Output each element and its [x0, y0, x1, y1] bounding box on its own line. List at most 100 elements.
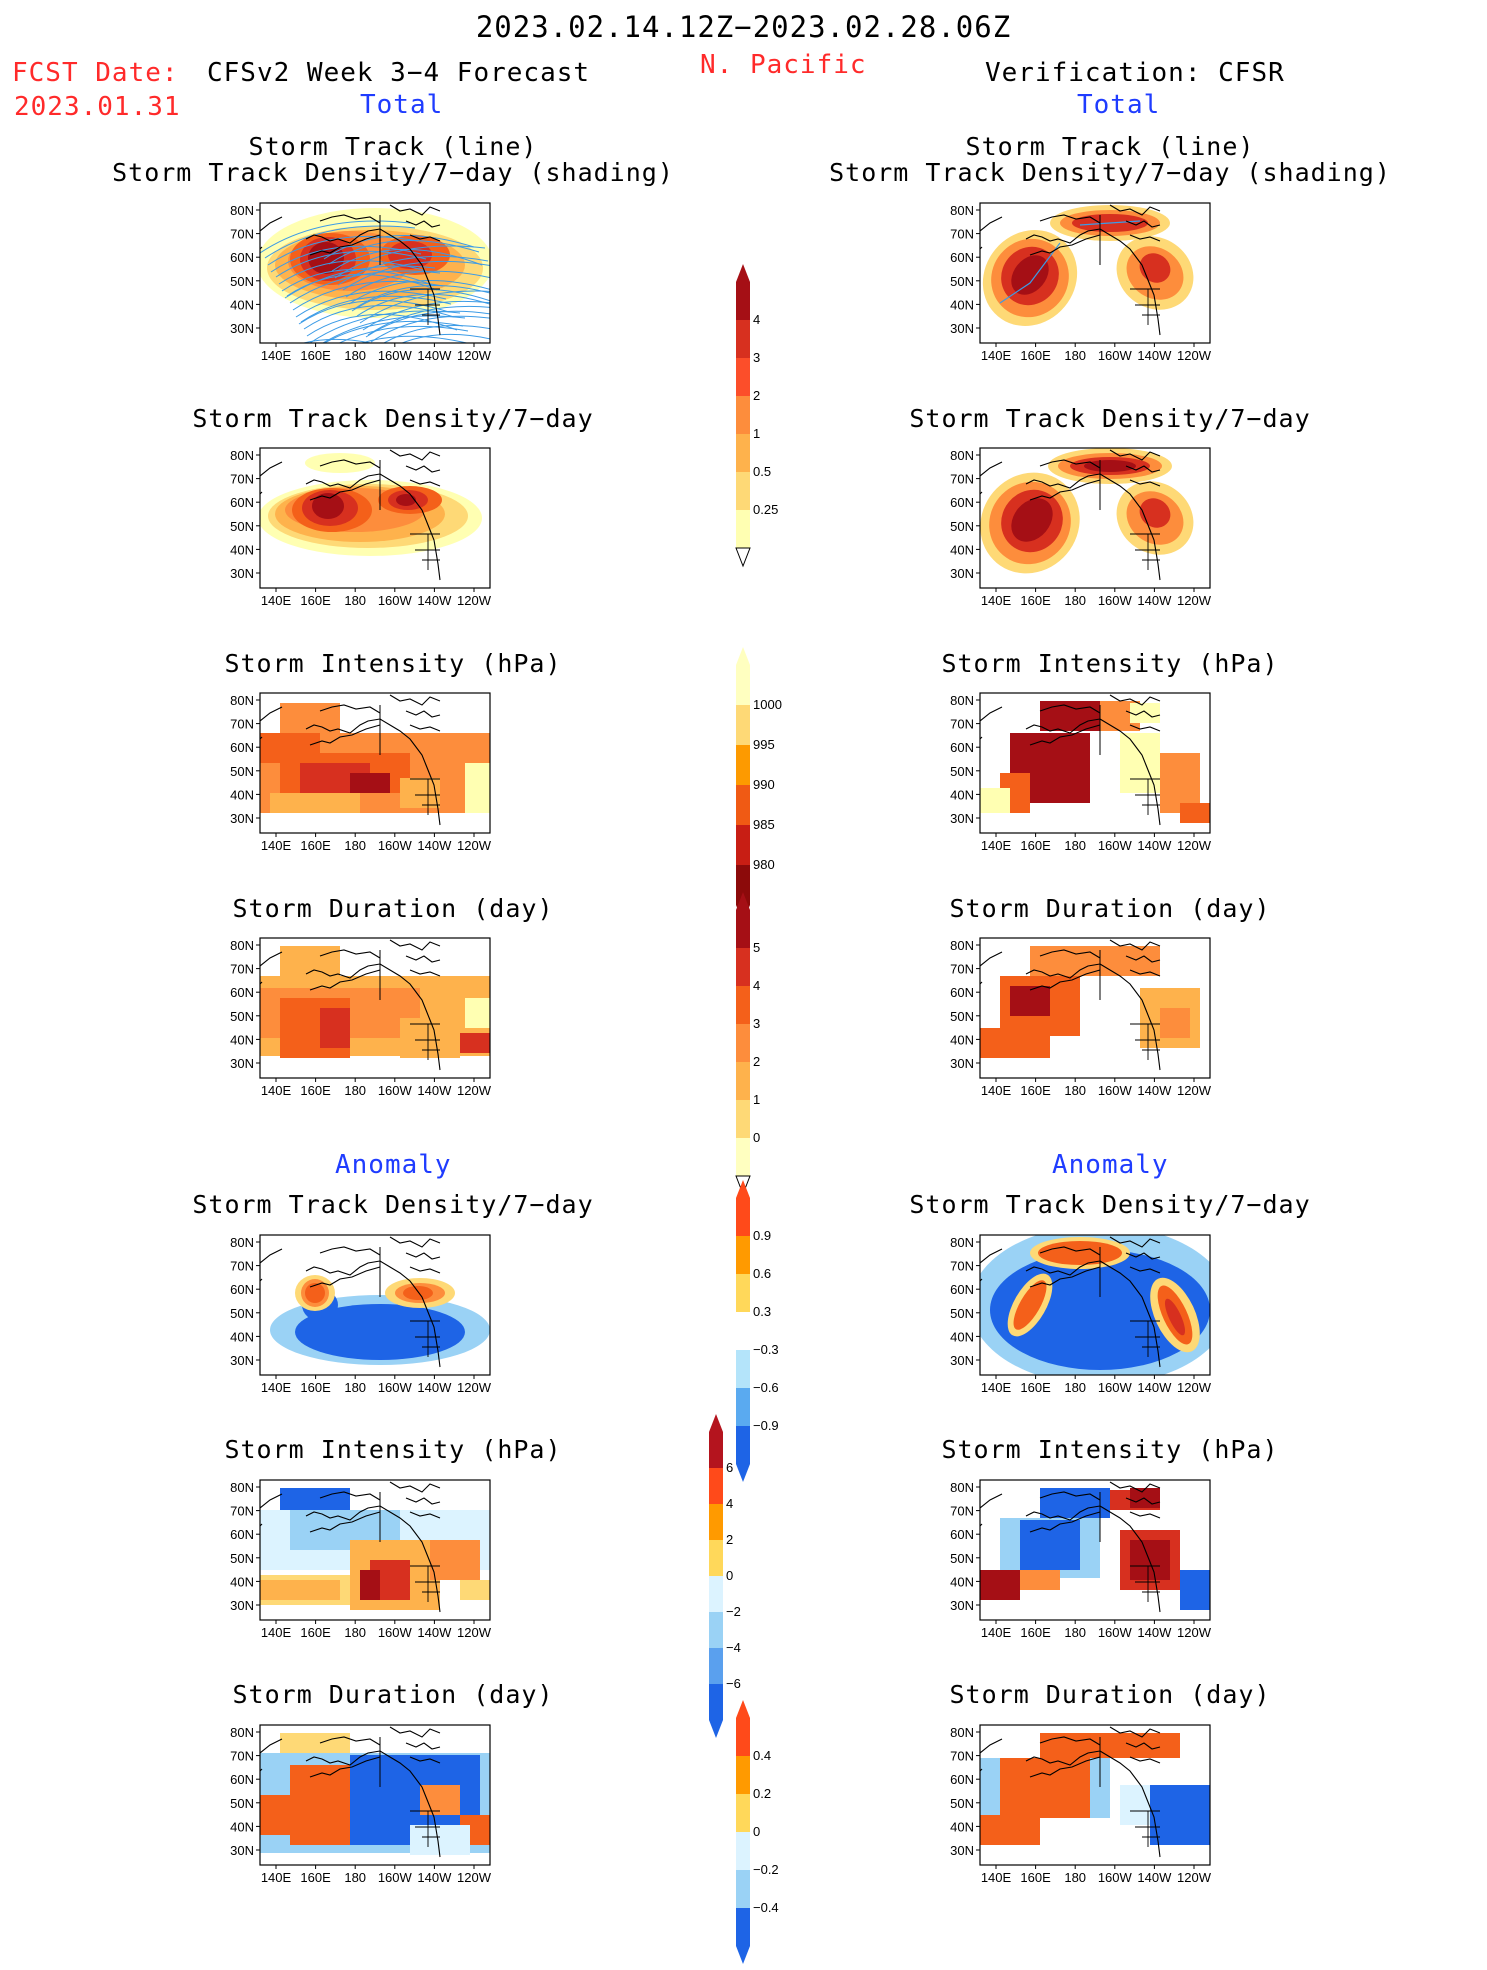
lon-tick-label: 140E — [981, 838, 1012, 853]
left-column-title: CFSv2 Week 3−4 Forecast — [207, 58, 591, 88]
colorbar-tick-label: 4 — [753, 978, 760, 993]
lon-tick-label: 140E — [261, 1083, 292, 1098]
colorbar-tick-label: 0.4 — [753, 1748, 771, 1763]
lat-tick-label: 70N — [230, 1504, 254, 1519]
lon-tick-label: 160W — [1098, 1870, 1133, 1885]
lon-tick-label: 140E — [261, 348, 292, 363]
colorbar-swatch — [736, 1908, 750, 1946]
lat-tick-label: 30N — [950, 1056, 974, 1071]
lat-tick-label: 70N — [950, 472, 974, 487]
intensity-anomaly-colorbar: 6 4 2 0 −2 −4 −6 — [695, 1412, 755, 1744]
right-anomaly-label: Anomaly — [1052, 1150, 1169, 1180]
left-storm-track-map: 140E 160E 180 160W 140W 120W 80N 70N 60N 50N 40N 30… — [210, 195, 500, 365]
lon-tick-label: 140E — [261, 838, 292, 853]
colorbar-cap-top — [736, 1180, 750, 1198]
colorbar-tick-label: 0 — [753, 1824, 760, 1839]
lon-tick-label: 160E — [1020, 348, 1051, 363]
lat-tick-label: 40N — [950, 542, 974, 557]
colorbar-swatch — [736, 948, 750, 986]
lat-tick-label: 70N — [950, 717, 974, 732]
lat-tick-label: 40N — [950, 1819, 974, 1834]
right-density-title: Storm Track Density/7−day — [909, 404, 1311, 433]
fcst-date-value: 2023.01.31 — [14, 92, 181, 122]
lat-tick-label: 80N — [230, 1480, 254, 1495]
colorbar-swatch — [709, 1684, 723, 1720]
lat-tick-label: 60N — [950, 985, 974, 1000]
lat-tick-label: 60N — [950, 1282, 974, 1297]
lat-tick-label: 50N — [950, 519, 974, 534]
colorbar-tick-label: 4 — [753, 312, 760, 327]
lat-tick-label: 30N — [950, 321, 974, 336]
colorbar-swatch — [736, 1426, 750, 1464]
lon-tick-label: 180 — [1064, 1380, 1086, 1395]
colorbar-swatch — [736, 1274, 750, 1312]
lon-tick-label: 120W — [1177, 838, 1212, 853]
lon-tick-label: 160E — [300, 1625, 331, 1640]
lon-tick-label: 140W — [1137, 593, 1172, 608]
colorbar-tick-label: 985 — [753, 817, 775, 832]
lat-tick-label: 80N — [230, 1235, 254, 1250]
lon-tick-label: 160E — [300, 1083, 331, 1098]
colorbar-swatch — [736, 320, 750, 358]
colorbar-swatch — [709, 1540, 723, 1576]
colorbar-cap-bottom — [709, 1720, 723, 1738]
lat-tick-label: 80N — [950, 448, 974, 463]
lat-tick-label: 70N — [950, 227, 974, 242]
lat-tick-label: 30N — [230, 811, 254, 826]
right-storm-track-map: 140E 160E 180 160W 140W 120W 80N 70N 60N 50N 40N 30… — [930, 195, 1220, 365]
lat-tick-label: 80N — [950, 1725, 974, 1740]
lon-tick-label: 180 — [344, 593, 366, 608]
lon-tick-label: 180 — [1064, 1083, 1086, 1098]
lon-tick-label: 160W — [1098, 348, 1133, 363]
colorbar-tick-label: −0.6 — [753, 1380, 779, 1395]
lon-tick-label: 140W — [417, 1083, 452, 1098]
lat-tick-label: 50N — [950, 1009, 974, 1024]
lat-tick-label: 40N — [230, 1329, 254, 1344]
lon-tick-label: 140E — [981, 593, 1012, 608]
right-duration-anomaly-map: 140E 160E 180 160W 140W 120W 80N 70N 60N 50N 40N 30… — [930, 1717, 1220, 1887]
right-track-title-line: Storm Track (line) — [965, 132, 1255, 161]
lon-tick-label: 160W — [378, 1083, 413, 1098]
lat-tick-label: 40N — [950, 297, 974, 312]
colorbar-tick-label: 1 — [753, 426, 760, 441]
lon-tick-label: 160W — [1098, 1380, 1133, 1395]
colorbar-tick-label: 0.25 — [753, 502, 778, 517]
colorbar-tick-label: −0.9 — [753, 1418, 779, 1433]
left-anomaly-label: Anomaly — [335, 1150, 452, 1180]
colorbar-cap-top — [736, 264, 750, 282]
left-intensity-anomaly-map: 140E 160E 180 160W 140W 120W 80N 70N 60N 50N 40N 30… — [210, 1472, 500, 1642]
colorbar-swatch — [736, 1794, 750, 1832]
colorbar-tick-label: 0.2 — [753, 1786, 771, 1801]
lon-tick-label: 140W — [417, 348, 452, 363]
lat-tick-label: 60N — [230, 1772, 254, 1787]
colorbar-tick-label: 0.6 — [753, 1266, 771, 1281]
colorbar-swatch — [709, 1468, 723, 1504]
colorbar-tick-label: 3 — [753, 350, 760, 365]
left-intensity-title: Storm Intensity (hPa) — [224, 649, 562, 678]
lon-tick-label: 120W — [1177, 348, 1212, 363]
lon-tick-label: 180 — [1064, 348, 1086, 363]
colorbar-tick-label: 995 — [753, 737, 775, 752]
lon-tick-label: 160W — [378, 348, 413, 363]
lat-tick-label: 60N — [230, 985, 254, 1000]
lat-tick-label: 70N — [230, 227, 254, 242]
right-intensity-anomaly-map: 140E 160E 180 160W 140W 120W 80N 70N 60N 50N 40N 30… — [930, 1472, 1220, 1642]
colorbar-tick-label: −4 — [726, 1640, 741, 1655]
colorbar-swatch — [736, 1198, 750, 1236]
lon-tick-label: 120W — [1177, 593, 1212, 608]
lon-tick-label: 180 — [1064, 838, 1086, 853]
lat-tick-label: 30N — [230, 1598, 254, 1613]
lon-tick-label: 140E — [981, 348, 1012, 363]
lon-tick-label: 160W — [1098, 1083, 1133, 1098]
colorbar-swatch — [709, 1648, 723, 1684]
intensity-total-colorbar: 1000 995 990 985 980 — [722, 645, 782, 929]
duration-anomaly-colorbar: 0.4 0.2 0 −0.2 −0.4 — [722, 1698, 782, 1970]
colorbar-tick-label: −0.3 — [753, 1342, 779, 1357]
lon-tick-label: 120W — [1177, 1625, 1212, 1640]
lat-tick-label: 80N — [950, 938, 974, 953]
lat-tick-label: 80N — [950, 1480, 974, 1495]
right-density-map: 140E 160E 180 160W 140W 120W 80N 70N 60N 50N 40N 30… — [930, 440, 1220, 610]
lon-tick-label: 180 — [344, 1625, 366, 1640]
right-duration-map: 140E 160E 180 160W 140W 120W 80N 70N 60N 50N 40N 30… — [930, 930, 1220, 1100]
lon-tick-label: 140E — [981, 1870, 1012, 1885]
